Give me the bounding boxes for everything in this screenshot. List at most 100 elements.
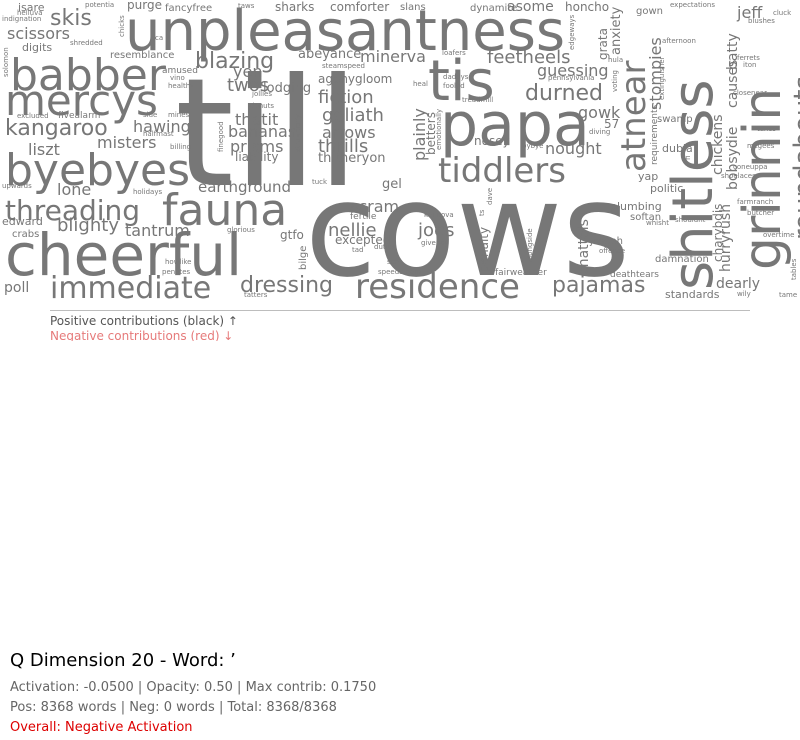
cloud-word: poll bbox=[4, 280, 29, 296]
cloud-word: misters bbox=[97, 133, 156, 152]
cloud-word: causes bbox=[725, 60, 741, 108]
cloud-word: tiddlers bbox=[438, 151, 566, 191]
cloud-word: liability bbox=[235, 150, 278, 164]
cloud-word: vino bbox=[170, 74, 185, 82]
cloud-word: purge bbox=[127, 0, 162, 12]
cloud-word: howlike bbox=[165, 258, 191, 266]
cloud-word: tad bbox=[352, 246, 363, 254]
cloud-word: prisms bbox=[230, 137, 283, 156]
cloud-word: honcho bbox=[565, 0, 609, 14]
legend-negative: Negative contributions (red) ↓ bbox=[50, 329, 234, 341]
cloud-word: pennsylvania bbox=[548, 74, 594, 82]
cloud-word: ts bbox=[478, 209, 486, 216]
cloud-word: ca bbox=[155, 34, 163, 42]
cloud-word: stompies bbox=[646, 37, 665, 110]
cloud-word: nought bbox=[545, 139, 602, 158]
cloud-word: loafers bbox=[442, 49, 466, 57]
cloud-word: donuts bbox=[250, 102, 274, 110]
dimension-title: Q Dimension 20 - Word: ’ bbox=[10, 650, 236, 671]
cloud-word: joseph bbox=[589, 236, 623, 247]
cloud-word: plainly bbox=[410, 108, 429, 161]
cloud-word: tis bbox=[428, 49, 495, 114]
cloud-word: thrills bbox=[318, 136, 368, 157]
cloud-word: excluded bbox=[17, 112, 49, 120]
cloud-word: 57 bbox=[604, 117, 619, 131]
cloud-word: nosey bbox=[474, 134, 510, 148]
cloud-word: treadmill bbox=[462, 96, 493, 104]
cloud-word: betters bbox=[424, 112, 438, 155]
cloud-word: yap bbox=[638, 170, 658, 183]
cloud-word: charybdis bbox=[711, 204, 725, 262]
cloud-word: fairweather bbox=[495, 268, 547, 278]
cloud-word: upwards bbox=[2, 182, 32, 190]
cloud-word: joes bbox=[417, 220, 454, 241]
cloud-word: solomon bbox=[2, 47, 10, 77]
cloud-word: shitless bbox=[661, 79, 726, 290]
cloud-word: arrows bbox=[322, 123, 376, 142]
cloud-word: pajamas bbox=[552, 273, 645, 298]
cloud-word: dave bbox=[486, 188, 494, 205]
cloud-word: resemblance bbox=[110, 50, 174, 61]
cloud-word: digits bbox=[22, 41, 52, 54]
cloud-word: amused bbox=[162, 66, 198, 76]
cloud-word: slans bbox=[400, 2, 426, 13]
cloud-word: atnear bbox=[614, 61, 654, 172]
cloud-word: lodging bbox=[263, 81, 311, 96]
cloud-word: batty bbox=[725, 33, 741, 70]
cloud-word: mcgees bbox=[747, 142, 775, 150]
cloud-word: strawberry bbox=[294, 114, 302, 152]
cloud-word: taws bbox=[238, 2, 255, 10]
cloud-word: duties bbox=[374, 243, 396, 251]
cloud-word: overtime bbox=[763, 231, 794, 239]
cloud-word: shouldnt bbox=[675, 216, 706, 224]
cloud-word: jeff bbox=[736, 3, 763, 22]
cloud-word: mines bbox=[168, 111, 190, 119]
cloud-word: alongside bbox=[526, 228, 534, 262]
cloud-word: thitheryon bbox=[318, 151, 386, 166]
activation-stats: Activation: -0.0500 | Opacity: 0.50 | Ma… bbox=[10, 680, 377, 695]
cloud-word: dressing bbox=[240, 273, 333, 298]
cloud-word: fi bbox=[684, 156, 692, 160]
cloud-word: halfmast bbox=[143, 130, 174, 138]
cloud-word: gown bbox=[636, 6, 663, 17]
cloud-word: hawing bbox=[133, 117, 191, 136]
cloud-word: swamp bbox=[657, 114, 693, 125]
word-cloud: till cows unpleasantness papa tis babber mercy… bbox=[0, 0, 800, 305]
info-panel: Q Dimension 20 - Word: ’ Activation: -0.… bbox=[10, 650, 376, 738]
cloud-word: till bbox=[175, 47, 359, 221]
cloud-word: penalty bbox=[477, 227, 491, 272]
cloud-word: bobsydie bbox=[725, 127, 741, 190]
cloud-word: edgeways bbox=[568, 14, 576, 50]
cloud-word: fauna bbox=[162, 185, 287, 236]
cloud-word: durned bbox=[525, 81, 603, 106]
cloud-word: blushes bbox=[748, 17, 775, 25]
cloud-word: jollies bbox=[251, 90, 272, 98]
cloud-word: threading bbox=[5, 194, 140, 227]
cloud-word: expectations bbox=[670, 1, 715, 9]
cloud-word: cluck bbox=[773, 9, 792, 17]
cloud-word: goliath bbox=[322, 105, 384, 126]
cloud-word: immediate bbox=[50, 271, 211, 305]
cloud-word: grata bbox=[596, 28, 610, 60]
cloud-word: tatters bbox=[244, 291, 268, 299]
cloud-word: sharks bbox=[275, 0, 314, 14]
cloud-word: whisht bbox=[646, 219, 669, 227]
cloud-word: fertile bbox=[350, 212, 377, 222]
cloud-word: asome bbox=[507, 0, 554, 15]
cloud-word: yen bbox=[233, 62, 262, 81]
cloud-word: cows bbox=[305, 154, 630, 305]
cloud-word: standards bbox=[665, 288, 720, 301]
cloud-word: bananas bbox=[228, 122, 296, 141]
cloud-word: politic bbox=[650, 182, 683, 195]
cloud-word: babber bbox=[10, 50, 167, 101]
cloud-word: guessing bbox=[537, 61, 609, 80]
cloud-word: closenear bbox=[733, 89, 767, 97]
overall-activation: Overall: Negative Activation bbox=[10, 720, 193, 735]
cloud-word: extinguisher bbox=[658, 56, 666, 100]
cloud-word: afternoon bbox=[662, 37, 696, 45]
cloud-word: farmranch bbox=[737, 198, 773, 206]
cloud-word: comforter bbox=[330, 0, 389, 14]
cloud-word: voting bbox=[611, 70, 619, 92]
cloud-word: scissors bbox=[7, 24, 70, 43]
